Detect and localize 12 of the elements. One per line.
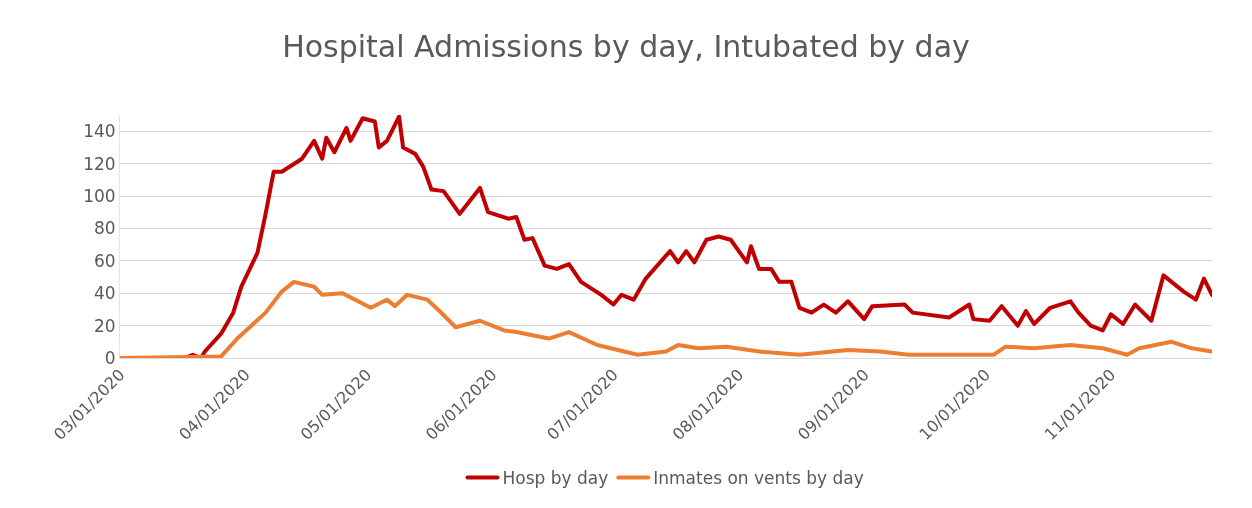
chart-title: Hospital Admissions by day, Intubated by day xyxy=(282,28,970,64)
y-tick-label: 140 xyxy=(83,121,116,142)
y-tick-label: 40 xyxy=(93,283,116,304)
y-tick-label: 20 xyxy=(93,315,116,336)
y-tick-label: 120 xyxy=(83,153,116,174)
y-tick-label: 80 xyxy=(93,218,116,239)
legend-label: Inmates on vents by day xyxy=(653,468,864,489)
legend-label: Hosp by day xyxy=(502,468,609,489)
y-tick-label: 0 xyxy=(104,347,116,368)
y-tick-label: 60 xyxy=(93,250,116,271)
y-tick-label: 100 xyxy=(83,185,116,206)
line-series xyxy=(120,279,1212,358)
